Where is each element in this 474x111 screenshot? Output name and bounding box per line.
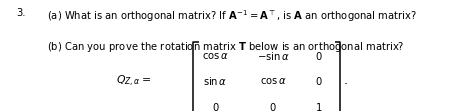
Text: $0$: $0$ [315, 75, 322, 87]
Text: $Q_{Z,\alpha}=$: $Q_{Z,\alpha}=$ [116, 73, 151, 89]
Text: $-\sin\alpha$: $-\sin\alpha$ [256, 50, 290, 61]
Text: $\cos\alpha$: $\cos\alpha$ [202, 51, 229, 60]
Text: $0$: $0$ [315, 50, 322, 61]
Text: (a) What is an orthogonal matrix? If $\mathbf{A}^{-1}=\mathbf{A}^{\top}$, is $\m: (a) What is an orthogonal matrix? If $\m… [47, 8, 418, 24]
Text: (b) Can you prove the rotation matrix $\mathbf{T}$ below is an orthogonal matrix: (b) Can you prove the rotation matrix $\… [47, 40, 405, 54]
Text: $0$: $0$ [269, 101, 277, 111]
Text: 3.: 3. [17, 8, 26, 18]
Text: .: . [344, 74, 348, 87]
Text: $0$: $0$ [212, 101, 219, 111]
Text: $\cos\alpha$: $\cos\alpha$ [260, 76, 286, 86]
Text: $\sin\alpha$: $\sin\alpha$ [203, 75, 228, 87]
Text: $1$: $1$ [315, 101, 322, 111]
